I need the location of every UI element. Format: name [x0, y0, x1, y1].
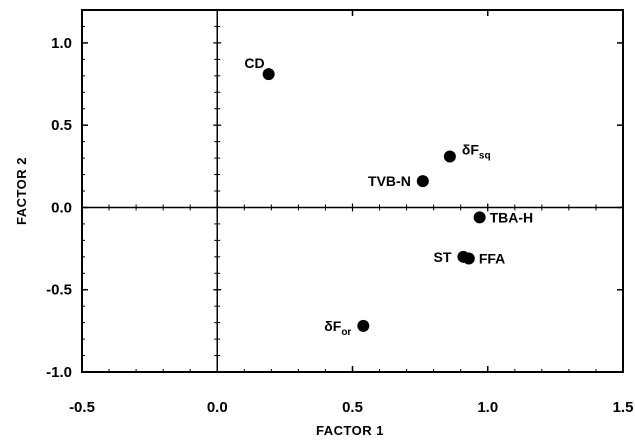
- x-tick-label: -0.5: [69, 399, 95, 416]
- y-tick-label: -1.0: [46, 364, 72, 381]
- point-label-cd: CD: [244, 55, 264, 71]
- point-label-ffa: FFA: [479, 250, 505, 266]
- x-axis-ticks: -0.5 0.0 0.5 1.0 1.5: [69, 10, 633, 416]
- x-tick-label: 0.0: [207, 399, 228, 416]
- y-axis-ticks: -1.0 -0.5 0.0 0.5 1.0: [46, 9, 623, 381]
- point-ffa: [462, 252, 475, 265]
- point-dfor: [357, 319, 370, 332]
- point-tbah: [473, 211, 486, 224]
- reference-lines: [82, 10, 623, 372]
- point-label-subscript: or: [341, 327, 351, 338]
- x-tick-label: 1.0: [477, 399, 498, 416]
- y-tick-label: 1.0: [51, 35, 72, 52]
- y-tick-label: 0.5: [51, 117, 72, 134]
- point-label-st: ST: [434, 249, 452, 265]
- point-label-dfsq: δFsq: [462, 141, 491, 161]
- point-label-tbah: TBA-H: [490, 209, 534, 225]
- point-tvbn: [416, 175, 429, 188]
- point-label-dfor: δFor: [324, 318, 351, 338]
- y-axis-title: FACTOR 2: [14, 157, 29, 225]
- point-cd: [262, 68, 275, 81]
- plot-frame: [81, 9, 624, 373]
- y-tick-label: -0.5: [46, 282, 72, 299]
- x-tick-label: 1.5: [613, 399, 634, 416]
- point-label-tvbn: TVB-N: [368, 173, 411, 189]
- y-tick-label: 0.0: [51, 199, 72, 216]
- data-points: CD δFsq TVB-N TBA-H ST FFA δFor: [244, 55, 533, 338]
- point-label-subscript: sq: [479, 150, 491, 161]
- x-axis-title: FACTOR 1: [316, 423, 384, 438]
- x-tick-label: 0.5: [342, 399, 363, 416]
- point-dfsq: [443, 150, 456, 163]
